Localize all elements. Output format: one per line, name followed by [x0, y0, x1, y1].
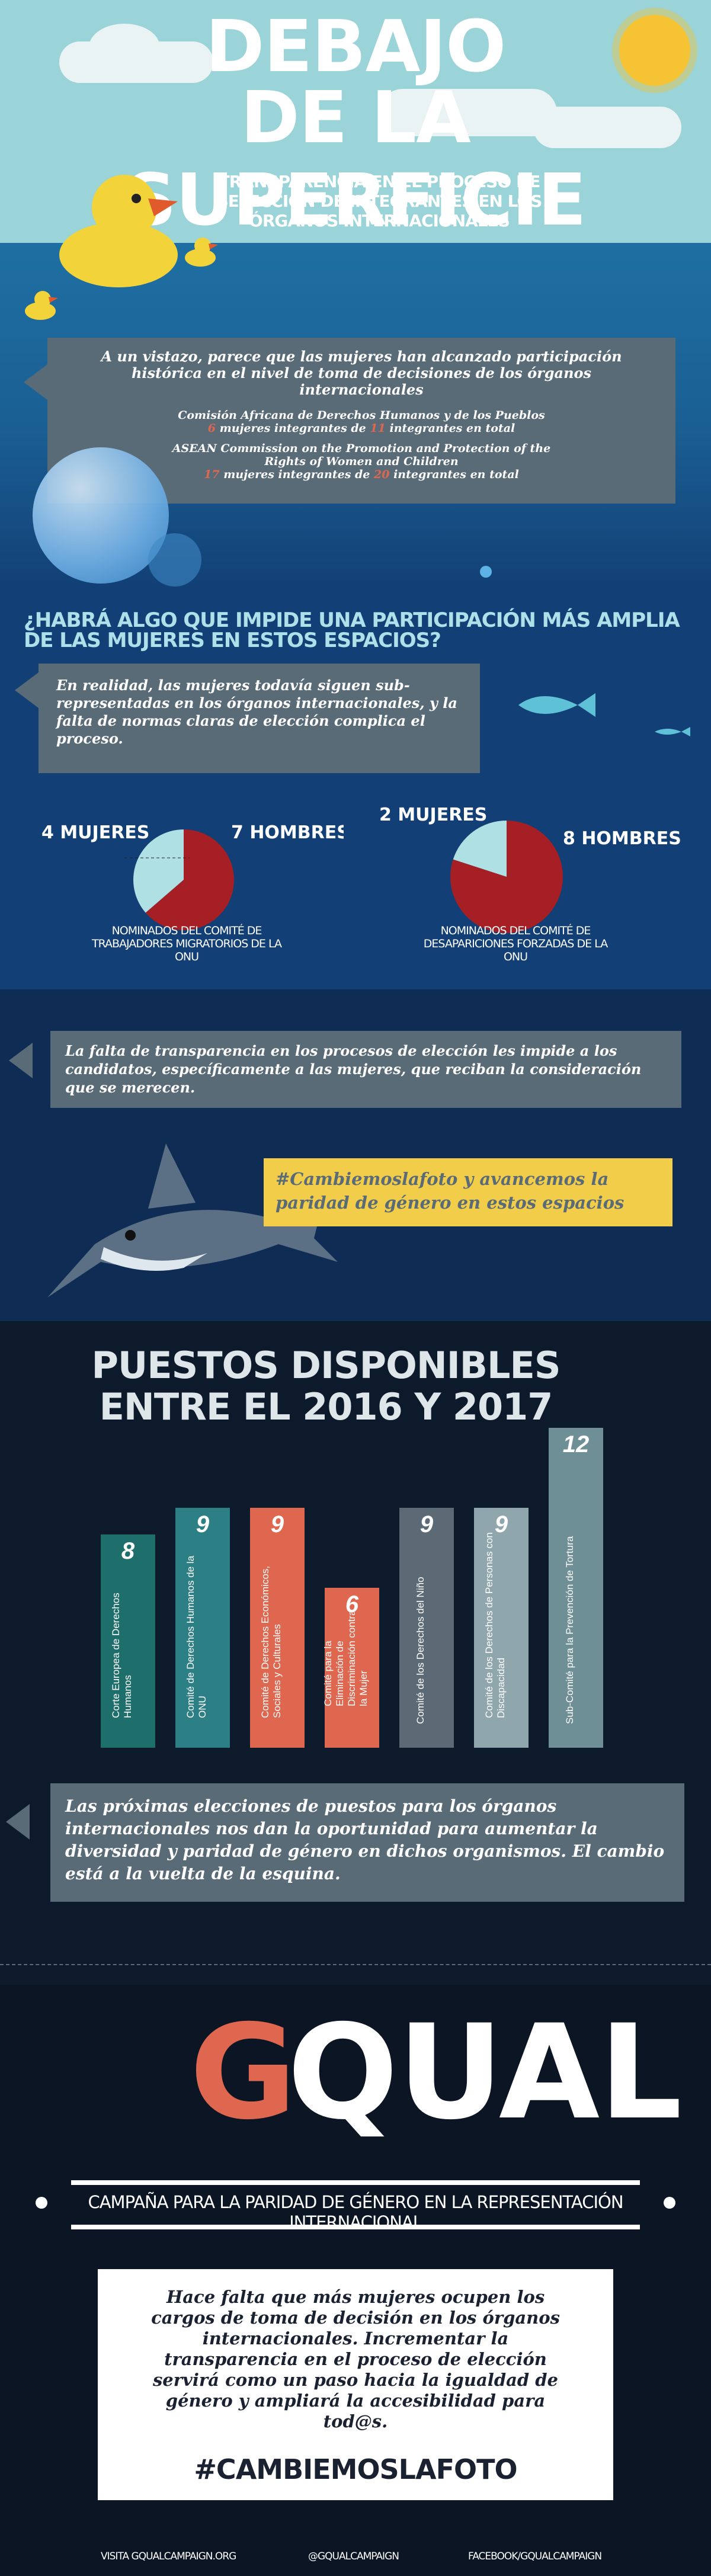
facebook-link[interactable]: FACEBOOK/GQUALCAMPAIGN — [468, 2551, 602, 2562]
bar-chart: 8 Corte Europea de Derechos Humanos 9 Comit… — [101, 1428, 610, 1748]
fish-icon — [518, 693, 690, 736]
pie-caption-1: NOMINADOS DEL COMITÉ DE TRABAJADORES MIG… — [91, 924, 282, 963]
transparency-section: La falta de transparencia en los proceso… — [0, 989, 711, 1321]
bar-category-label: Comité de los Derechos del Niño — [415, 1577, 426, 1724]
cloud-icon — [379, 89, 557, 136]
panel-pointer — [6, 1804, 30, 1840]
bar: 6 Comité para la Eliminación de Discrimin… — [322, 1588, 379, 1748]
bar-value-label: 9 — [419, 1511, 434, 1537]
question-title: ¿HABRÁ ALGO QUE IMPIDE UNA PARTICIPACIÓN… — [24, 608, 680, 652]
chart-title: PUESTOS DISPONIBLES ENTRE EL 2016 Y 2017 — [91, 1344, 561, 1428]
bar: 9 Comité de Derechos Económicos, Sociales… — [250, 1508, 305, 1748]
bar: 12 Sub-Comité para la Prevención de Tortu… — [549, 1428, 603, 1748]
pie-slice-women — [453, 821, 507, 877]
bubble-icon — [148, 533, 201, 587]
pie-slice-women — [133, 829, 184, 913]
bar: 9 Comité de los Derechos de Personas con … — [474, 1508, 529, 1748]
bubble-icon — [480, 566, 492, 578]
intro-text: A un vistazo, parece que las mujeres han… — [101, 348, 622, 398]
org1-name: Comisión Africana de Derechos Humanos y … — [178, 409, 545, 422]
campaign-tagline: CAMPAÑA PARA LA PARIDAD DE GÉNERO EN LA … — [88, 2192, 623, 2232]
bar-category-label: Comité de Derechos Humanos de la ONU — [185, 1555, 208, 1718]
bar: 9 Comité de Derechos Humanos de la ONU — [175, 1508, 230, 1748]
gqual-logo: G QUAL — [178, 1997, 682, 2148]
page-title-line1: DEBAJO — [205, 6, 507, 88]
bar-value-label: 9 — [494, 1511, 508, 1537]
bar-value-label: 12 — [562, 1431, 590, 1457]
logo-rest: QUAL — [287, 1997, 682, 2148]
pie-women-label: 2 MUJERES — [379, 805, 487, 825]
sun-icon — [619, 15, 690, 86]
org2-stats: 17 mujeres integrantes de 20 integrantes… — [204, 468, 519, 481]
page-subtitle: TRANSPARENCIA EN EL PROCESO DE SELECCIÓN… — [216, 172, 543, 230]
transparency-text: La falta de transparencia en los proceso… — [65, 1042, 642, 1096]
cloud-icon — [89, 24, 160, 71]
logo-g: G — [190, 1997, 297, 2148]
pie-caption-2: NOMINADOS DEL COMITÉ DE DESAPARICIONES F… — [423, 924, 608, 963]
bar-value-label: 6 — [345, 1591, 359, 1617]
closing-panel: Hace falta que más mujeres ocupen los ca… — [98, 2269, 613, 2500]
bubble-icon — [33, 447, 169, 584]
question-text: En realidad, las mujeres todavía siguen … — [56, 677, 457, 747]
question-panel: En realidad, las mujeres todavía siguen … — [39, 664, 480, 773]
logo-rule — [71, 2180, 640, 2185]
panel-pointer — [24, 364, 47, 400]
bar: 9 Comité de los Derechos del Niño — [399, 1508, 454, 1748]
bar: 8 Corte Europea de Derechos Humanos — [101, 1534, 155, 1748]
pie-women-label: 4 MUJERES — [41, 822, 149, 843]
panel-pointer — [9, 1043, 33, 1078]
dot-icon — [36, 2197, 47, 2209]
upcoming-text: Las próximas elecciones de puestos para … — [65, 1796, 665, 1883]
bar-category-label: Comité de Derechos Económicos, Sociales … — [260, 1565, 283, 1718]
transparency-panel: La falta de transparencia en los proceso… — [50, 1031, 681, 1108]
hashtag-banner: #Cambiemoslafoto y avancemos la paridad … — [264, 1158, 672, 1226]
bar-category-label: Comité de los Derechos de Personas con D… — [483, 1532, 507, 1718]
pie-men-label: 8 HOMBRES — [563, 828, 681, 849]
small-duck-icon — [185, 238, 218, 267]
divider — [0, 1964, 711, 1965]
closing-hashtag: #CAMBIEMOSLAFOTO — [194, 2453, 517, 2485]
hashtag-banner-text: #Cambiemoslafoto y avancemos la paridad … — [276, 1169, 624, 1213]
rubber-duck-icon — [59, 175, 178, 287]
pie-slice-men — [450, 821, 563, 933]
header-section: DEBAJO DE LA SUPERFICIE TRANSPARENCIA EN… — [0, 0, 711, 592]
org2-name: ASEAN Commission on the Promotion and Pr… — [172, 442, 551, 468]
question-section: ¿HABRÁ ALGO QUE IMPIDE UNA PARTICIPACIÓN… — [0, 592, 711, 989]
bar-value-label: 9 — [196, 1511, 210, 1537]
footer-section: G QUAL CAMPAÑA PARA LA PARIDAD DE GÉNERO… — [0, 1985, 711, 2576]
org1-stats: 6 mujeres integrantes de 11 integrantes … — [207, 422, 515, 435]
pie-chart-migrant-workers: 4 MUJERES 7 HOMBRES — [41, 822, 344, 930]
logo-rule — [71, 2225, 640, 2229]
small-duck-icon — [25, 291, 58, 320]
page-title-line2: DE LA SUPERFICIE — [125, 77, 587, 242]
dot-icon — [664, 2197, 675, 2209]
pie-chart-forced-disappearances: 2 MUJERES 8 HOMBRES — [379, 805, 681, 933]
panel-pointer — [15, 672, 39, 708]
positions-section: PUESTOS DISPONIBLES ENTRE EL 2016 Y 2017… — [0, 1321, 711, 1985]
twitter-link[interactable]: @GQUALCAMPAIGN — [308, 2551, 399, 2562]
bar-category-label: Sub-Comité para la Prevención de Tortura — [564, 1536, 575, 1724]
bar-category-label: Corte Europea de Derechos Humanos — [110, 1593, 133, 1718]
pie-slice-men — [145, 829, 234, 930]
pie-men-label: 7 HOMBRES — [231, 822, 344, 843]
bar-value-label: 8 — [121, 1538, 135, 1564]
website-link[interactable]: VISITA GQUALCAMPAIGN.ORG — [101, 2551, 236, 2562]
closing-text: Hace falta que más mujeres ocupen los ca… — [151, 2287, 560, 2431]
cloud-icon — [533, 107, 681, 148]
bar-value-label: 9 — [270, 1511, 284, 1537]
bar-category-label: Comité para la Eliminación de Discrimina… — [322, 1610, 369, 1707]
upcoming-panel: Las próximas elecciones de puestos para … — [50, 1783, 684, 1902]
